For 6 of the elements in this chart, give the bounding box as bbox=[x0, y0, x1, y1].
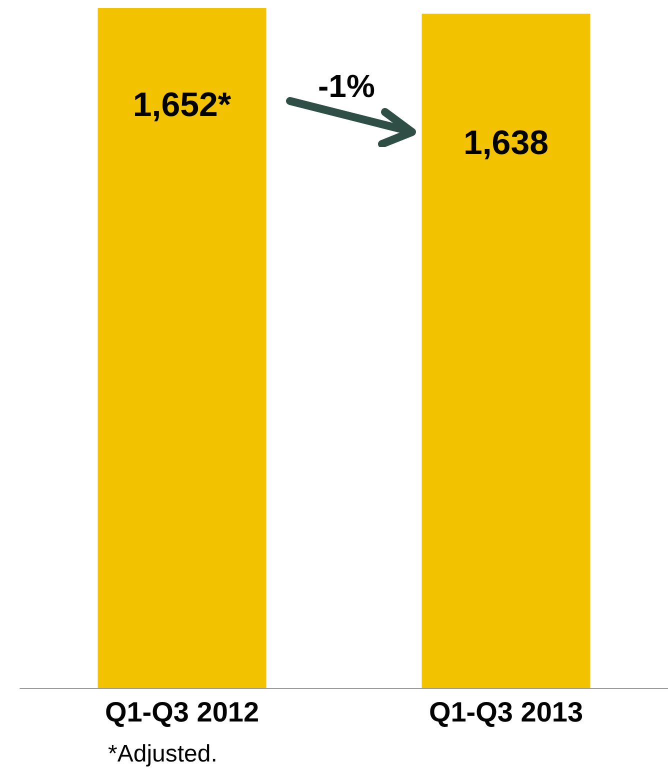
data-label: 1,638 bbox=[463, 124, 549, 162]
x-tick-label: Q1-Q3 2012 bbox=[104, 696, 260, 728]
data-label: 1,652* bbox=[132, 86, 232, 124]
text: *Adjusted. bbox=[108, 740, 218, 768]
annotation: -1% bbox=[318, 68, 375, 104]
x-tick-label: Q1-Q3 2013 bbox=[428, 696, 584, 728]
